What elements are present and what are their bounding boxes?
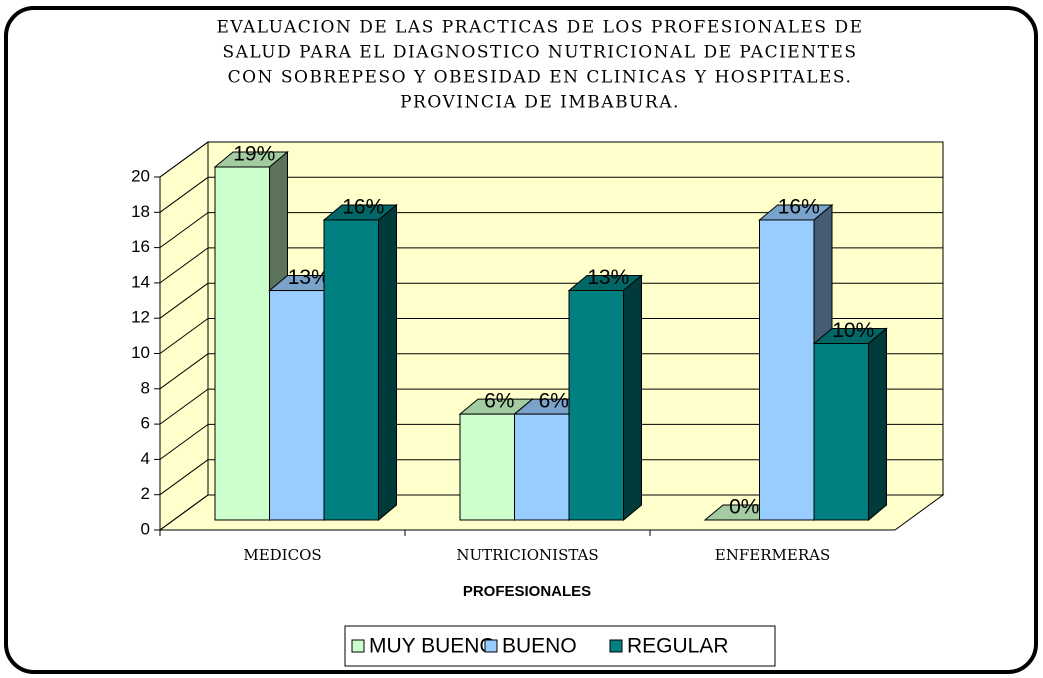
legend-label: MUY BUENO bbox=[369, 635, 496, 658]
bar bbox=[322, 203, 398, 522]
y-tick-label: 6 bbox=[141, 414, 150, 433]
grid-line bbox=[159, 141, 209, 178]
bar-front bbox=[514, 413, 570, 521]
grid-line bbox=[159, 318, 209, 354]
bar-front bbox=[459, 413, 515, 521]
y-tick-label: 12 bbox=[131, 308, 150, 327]
grid-line bbox=[159, 494, 209, 531]
y-tick-label: 14 bbox=[131, 272, 150, 291]
x-tick-label: NUTRICIONISTAS bbox=[456, 546, 598, 564]
grid-line bbox=[159, 423, 209, 460]
bar-front bbox=[568, 290, 624, 521]
legend-label: REGULAR bbox=[627, 635, 729, 658]
legend-swatch bbox=[351, 639, 365, 653]
bar-front bbox=[323, 219, 379, 521]
grid-line bbox=[159, 247, 209, 284]
x-tick-label: MEDICOS bbox=[243, 546, 321, 564]
y-tick-label: 16 bbox=[131, 237, 150, 256]
bar-front bbox=[759, 219, 815, 521]
legend-label: BUENO bbox=[502, 635, 577, 658]
y-tick-label: 4 bbox=[141, 449, 150, 468]
data-label: 19% bbox=[233, 143, 275, 166]
bar-side bbox=[623, 274, 642, 522]
data-label: 13% bbox=[587, 266, 629, 289]
x-tick-label: ENFERMERAS bbox=[715, 546, 830, 564]
legend-swatch bbox=[484, 639, 498, 653]
data-label: 16% bbox=[778, 195, 820, 218]
x-axis-title: PROFESIONALES bbox=[463, 583, 591, 600]
grid-line bbox=[159, 353, 209, 390]
y-tick-label: 2 bbox=[141, 484, 150, 503]
chart-title: PROVINCIA DE IMBABURA. bbox=[400, 93, 680, 113]
bar bbox=[567, 274, 643, 522]
y-tick-label: 18 bbox=[131, 202, 150, 221]
grid-line bbox=[159, 459, 209, 496]
y-tick-label: 0 bbox=[141, 519, 150, 538]
chart-title: EVALUACION DE LAS PRACTICAS DE LOS PROFE… bbox=[217, 18, 864, 38]
data-label: 13% bbox=[288, 266, 330, 289]
chart-title: SALUD PARA EL DIAGNOSTICO NUTRICIONAL DE… bbox=[222, 43, 857, 63]
bar-side bbox=[868, 327, 887, 522]
legend-box bbox=[344, 625, 776, 667]
data-label: 6% bbox=[484, 390, 514, 413]
chart-title: CON SOBREPESO Y OBESIDAD EN CLINICAS Y H… bbox=[228, 68, 853, 88]
grid-line bbox=[159, 388, 209, 425]
data-label: 6% bbox=[539, 390, 569, 413]
y-tick-label: 8 bbox=[141, 378, 150, 397]
bar-front bbox=[214, 166, 270, 521]
data-label: 10% bbox=[832, 319, 874, 342]
data-label: 0% bbox=[729, 496, 759, 519]
bar-side bbox=[378, 203, 397, 522]
y-tick-label: 20 bbox=[131, 166, 150, 185]
legend-swatch bbox=[609, 639, 623, 653]
grid-line bbox=[159, 212, 209, 249]
bar bbox=[812, 327, 888, 522]
y-tick-label: 10 bbox=[131, 343, 150, 362]
bar-front bbox=[813, 343, 869, 521]
grid-line bbox=[159, 282, 209, 319]
data-label: 16% bbox=[342, 195, 384, 218]
bar-front bbox=[269, 290, 325, 521]
grid-line bbox=[159, 176, 209, 213]
